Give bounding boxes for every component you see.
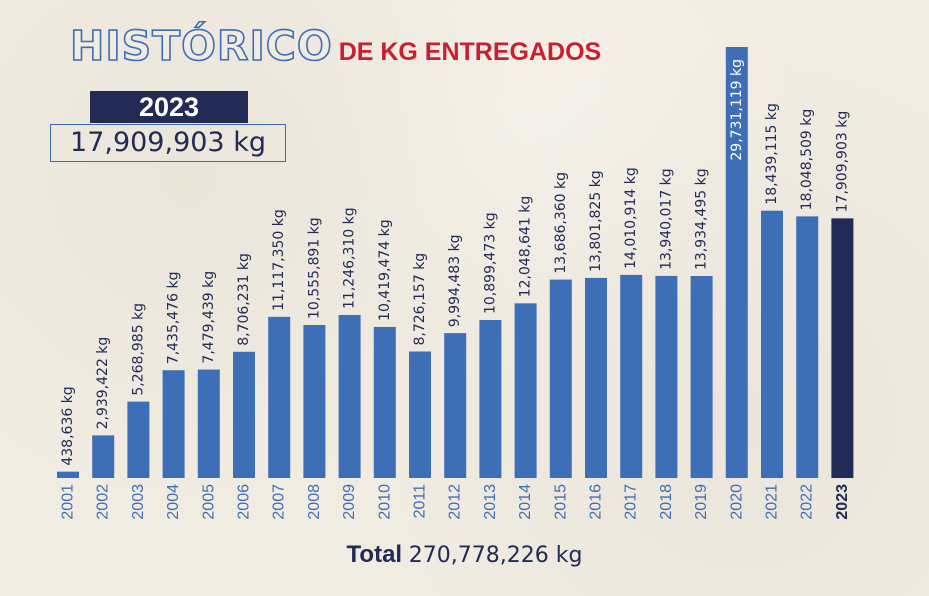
year-label-2022: 2022 xyxy=(799,484,816,520)
bar-2007 xyxy=(268,316,291,478)
value-label-2013: 10,899,473 kg xyxy=(482,212,498,314)
bar-2021 xyxy=(761,210,783,478)
bar-2011 xyxy=(409,351,431,478)
bar-2010 xyxy=(373,326,396,478)
year-label-2021: 2021 xyxy=(764,484,781,520)
value-label-2007: 11,117,350 kg xyxy=(271,209,287,311)
year-label-2014: 2014 xyxy=(517,484,534,520)
year-label-2013: 2013 xyxy=(482,484,499,520)
year-label-2004: 2004 xyxy=(165,484,182,520)
bar-2020 xyxy=(725,47,748,478)
bar-2017 xyxy=(620,274,643,478)
value-label-2009: 11,246,310 kg xyxy=(342,207,358,309)
bar-2004 xyxy=(162,370,185,478)
bar-2012 xyxy=(444,333,467,478)
value-label-2023: 17,909,903 kg xyxy=(834,111,850,213)
bar-2015 xyxy=(549,279,572,478)
year-label-2007: 2007 xyxy=(271,484,288,520)
value-label-2005: 7,479,439 kg xyxy=(201,271,217,364)
value-label-2003: 5,268,985 kg xyxy=(130,303,146,396)
bar-2014 xyxy=(514,303,537,478)
value-label-2012: 9,994,483 kg xyxy=(447,234,463,327)
year-label-2006: 2006 xyxy=(236,484,253,520)
year-label-2017: 2017 xyxy=(623,484,640,520)
value-label-2004: 7,435,476 kg xyxy=(166,272,182,365)
value-label-2022: 18,048,509 kg xyxy=(799,109,815,211)
value-label-2008: 10,555,891 kg xyxy=(306,217,322,319)
value-label-2017: 14,010,914 kg xyxy=(623,167,639,269)
value-label-2011: 8,726,157 kg xyxy=(412,253,428,346)
year-label-2023: 2023 xyxy=(834,484,851,520)
value-label-2021: 18,439,115 kg xyxy=(764,103,780,205)
year-label-2002: 2002 xyxy=(95,484,112,520)
year-label-2016: 2016 xyxy=(588,484,605,520)
chart-title: HISTÓRICO DE KG ENTREGADOS xyxy=(69,21,602,71)
bar-2013 xyxy=(479,319,502,478)
year-label-2018: 2018 xyxy=(658,484,675,520)
value-label-2018: 13,940,017 kg xyxy=(658,168,674,270)
value-label-2020: 29,731,119 kg xyxy=(729,59,745,161)
bar-2018 xyxy=(655,275,678,478)
year-label-2020: 2020 xyxy=(728,484,745,520)
bar-2006 xyxy=(233,351,255,478)
value-label-2002: 2,939,422 kg xyxy=(95,337,111,430)
total-label: Total xyxy=(346,541,403,568)
total-value: 270,778,226 kg xyxy=(408,543,583,568)
year-label-2015: 2015 xyxy=(552,484,569,520)
year-label-2009: 2009 xyxy=(341,484,358,520)
bar-2016 xyxy=(585,277,607,478)
value-label-2016: 13,801,825 kg xyxy=(588,170,604,272)
title-main: HISTÓRICO xyxy=(69,21,333,71)
bar-2009 xyxy=(338,314,361,478)
highlight-value-box: 17,909,903 kg xyxy=(50,124,286,162)
year-label-2019: 2019 xyxy=(693,484,710,520)
value-label-2001: 438,636 kg xyxy=(60,386,76,465)
year-label-2003: 2003 xyxy=(130,484,147,520)
year-label-2012: 2012 xyxy=(447,484,464,520)
value-label-2010: 10,419,474 kg xyxy=(377,219,393,321)
year-label-2008: 2008 xyxy=(306,484,323,520)
year-label-2011: 2011 xyxy=(412,484,429,519)
bar-2022 xyxy=(796,216,819,478)
bar-2019 xyxy=(690,275,713,478)
year-label-2010: 2010 xyxy=(376,484,393,520)
year-label-2005: 2005 xyxy=(200,484,217,520)
highlight-year-badge: 2023 xyxy=(90,91,248,123)
bar-2003 xyxy=(127,401,150,478)
title-sub: DE KG ENTREGADOS xyxy=(338,38,602,66)
year-label-2001: 2001 xyxy=(60,484,77,520)
bar-2008 xyxy=(303,324,326,478)
bar-2001 xyxy=(57,471,79,478)
value-label-2014: 12,048,641 kg xyxy=(518,196,534,298)
bar-2002 xyxy=(92,435,115,478)
value-label-2006: 8,706,231 kg xyxy=(236,253,252,346)
bar-2023 xyxy=(831,218,854,479)
value-label-2019: 13,934,495 kg xyxy=(694,168,710,270)
bar-2005 xyxy=(197,369,220,478)
value-label-2015: 13,686,360 kg xyxy=(553,172,569,274)
total-line: Total 270,778,226 kg xyxy=(0,541,929,569)
